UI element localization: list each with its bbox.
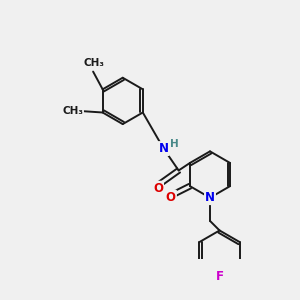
Text: CH₃: CH₃: [62, 106, 83, 116]
Text: CH₃: CH₃: [84, 58, 105, 68]
Text: CH₃: CH₃: [84, 58, 105, 68]
Text: O: O: [153, 182, 163, 195]
Text: O: O: [166, 190, 176, 203]
Text: N: N: [205, 191, 215, 204]
Text: N: N: [205, 191, 215, 204]
Text: N: N: [159, 142, 169, 155]
Text: CH₃: CH₃: [62, 106, 83, 116]
Text: H: H: [169, 139, 178, 149]
Text: H: H: [169, 139, 178, 149]
Text: O: O: [153, 182, 163, 195]
Text: F: F: [215, 270, 223, 283]
Text: O: O: [166, 190, 176, 203]
Text: N: N: [159, 142, 169, 155]
Text: F: F: [215, 270, 223, 283]
